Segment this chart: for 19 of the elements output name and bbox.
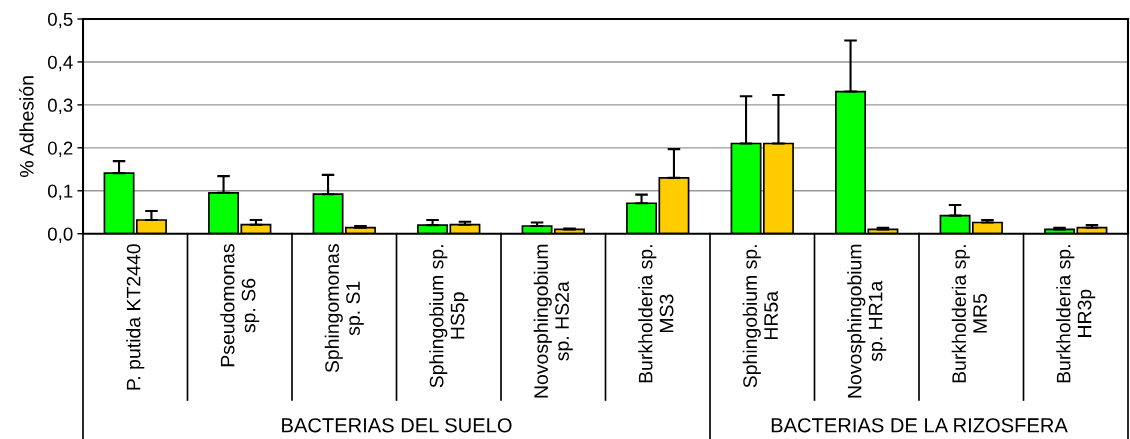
- y-tick-label: 0,5: [47, 12, 73, 29]
- x-tick-label: Pseudomonas sp. S6: [220, 244, 260, 367]
- y-tick-label: 0,4: [47, 55, 73, 72]
- y-tick-label: 0,1: [47, 184, 73, 200]
- x-tick-label: Burkholderia sp. MR5: [951, 245, 987, 383]
- x-tick-label: Novosphingobium sp. HS2a: [533, 244, 573, 398]
- text: BACTERIAS DE LA RIZOSFERA: [771, 418, 1068, 433]
- text: BACTERIAS DEL SUELO: [282, 418, 512, 433]
- y-tick-label: 0,0: [47, 227, 73, 243]
- x-tick-label: Sphingobium sp. HR5a: [742, 245, 778, 388]
- y-axis-title: % Adhesión: [19, 76, 34, 178]
- x-tick-label: Sphingobium sp. HS5p: [429, 245, 469, 388]
- x-tick-label: P. putida KT2440: [126, 244, 145, 390]
- x-tick-label: Novosphingobium sp. HR1a: [847, 244, 887, 398]
- y-tick-label: 0,2: [47, 141, 73, 158]
- x-tick-label: Burkholderia sp. HR3p: [1056, 245, 1096, 383]
- y-tick-label: 0,3: [47, 98, 73, 115]
- x-tick-label: Burkholderia sp. MS3: [638, 245, 674, 383]
- x-tick-label: Sphingomonas sp. S1: [324, 244, 364, 373]
